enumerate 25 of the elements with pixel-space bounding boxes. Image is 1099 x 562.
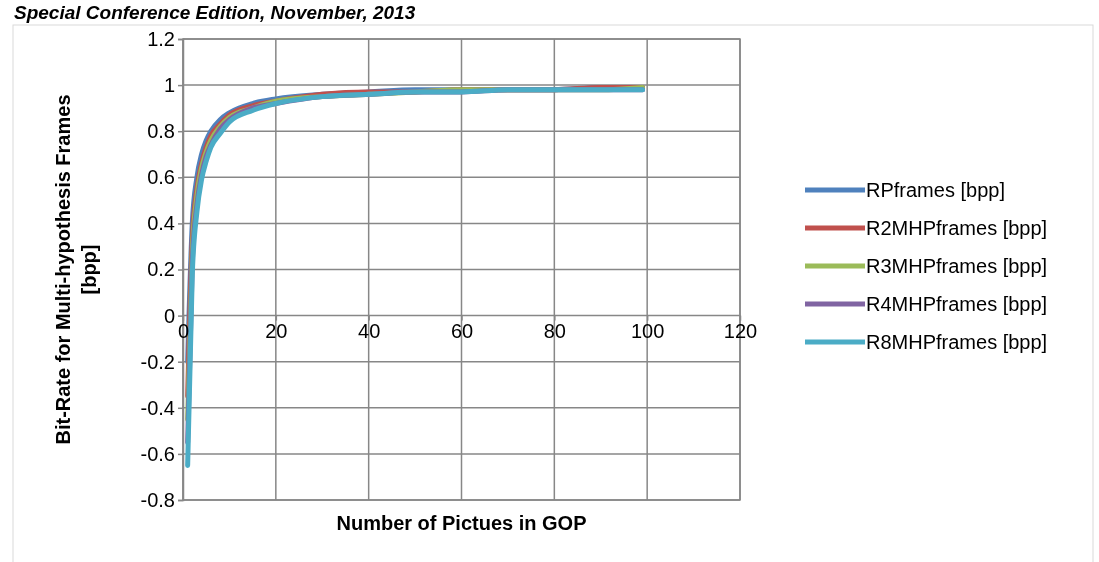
legend-label: R4MHPframes [bpp]: [866, 293, 1048, 315]
x-tick-label: 80: [543, 319, 566, 342]
y-tick-label: 0.6: [147, 166, 175, 189]
x-axis-title: Number of Pictues in GOP: [336, 512, 587, 534]
legend-label: R2MHPframes [bpp]: [866, 217, 1048, 239]
y-tick-label: 1.2: [147, 27, 175, 50]
y-tick-label: 0.4: [147, 212, 175, 235]
y-tick-label: 0.8: [147, 120, 175, 143]
y-tick-label: 1: [163, 74, 175, 96]
y-tick-label: 0.2: [147, 258, 175, 281]
y-axis-title: Bit-Rate for Multi-hypothesis Frames [bpp]: [52, 94, 100, 445]
y-tick-label: -0.8: [140, 488, 175, 511]
x-tick-label: 100: [630, 319, 665, 342]
y-tick-label: -0.2: [140, 350, 175, 373]
y-tick-label: -0.4: [140, 396, 175, 419]
y-tick-label: 0: [163, 304, 175, 327]
legend-label: R3MHPframes [bpp]: [866, 255, 1048, 277]
text: Special Conference Edition, November, 2013: [14, 2, 416, 23]
y-tick-label: -0.6: [140, 442, 175, 465]
x-tick-label: 120: [723, 319, 758, 342]
x-tick-label: 20: [265, 319, 288, 342]
x-tick-label: 40: [358, 319, 381, 342]
legend-label: RPframes [bpp]: [866, 179, 1005, 201]
legend-label: R8MHPframes [bpp]: [866, 331, 1048, 353]
x-tick-label: 60: [450, 319, 474, 342]
